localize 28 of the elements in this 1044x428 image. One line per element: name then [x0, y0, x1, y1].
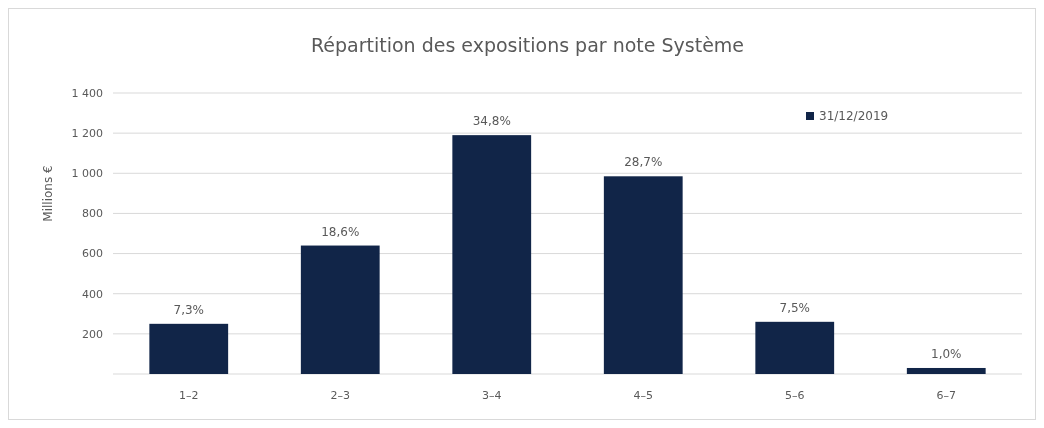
y-tick-label: 200 — [82, 327, 103, 341]
y-tick-label: 600 — [82, 247, 103, 261]
x-tick-label: 4–5 — [633, 389, 653, 402]
y-tick-label: 1 000 — [71, 167, 103, 181]
x-tick-label: 6–7 — [936, 389, 956, 402]
x-tick-label: 3–4 — [482, 389, 502, 402]
y-axis-title: Millions € — [41, 165, 55, 222]
annotation: 18,6% — [321, 224, 360, 239]
bar — [755, 321, 835, 374]
x-tick-label: 5–6 — [785, 389, 805, 402]
annotation: 7,3% — [173, 302, 204, 317]
x-tick-label: 1–2 — [179, 389, 199, 402]
y-tick-label: 800 — [82, 207, 103, 221]
bar — [603, 176, 683, 374]
annotation: 34,8% — [472, 114, 511, 129]
bar — [452, 135, 532, 374]
annotation: 28,7% — [624, 155, 663, 170]
y-tick-label: 1 400 — [71, 86, 103, 100]
legend-label: 31/12/2019 — [819, 109, 889, 124]
chart-title: Répartition des expositions par note Système — [310, 34, 745, 56]
annotation: 7,5% — [779, 300, 810, 315]
bar — [300, 245, 380, 374]
bar — [906, 367, 986, 374]
bar — [149, 323, 229, 374]
annotation: 1,0% — [931, 346, 962, 361]
y-tick-label: 400 — [82, 287, 103, 301]
y-tick-label: 1 200 — [71, 126, 103, 140]
x-tick-label: 2–3 — [330, 389, 350, 402]
